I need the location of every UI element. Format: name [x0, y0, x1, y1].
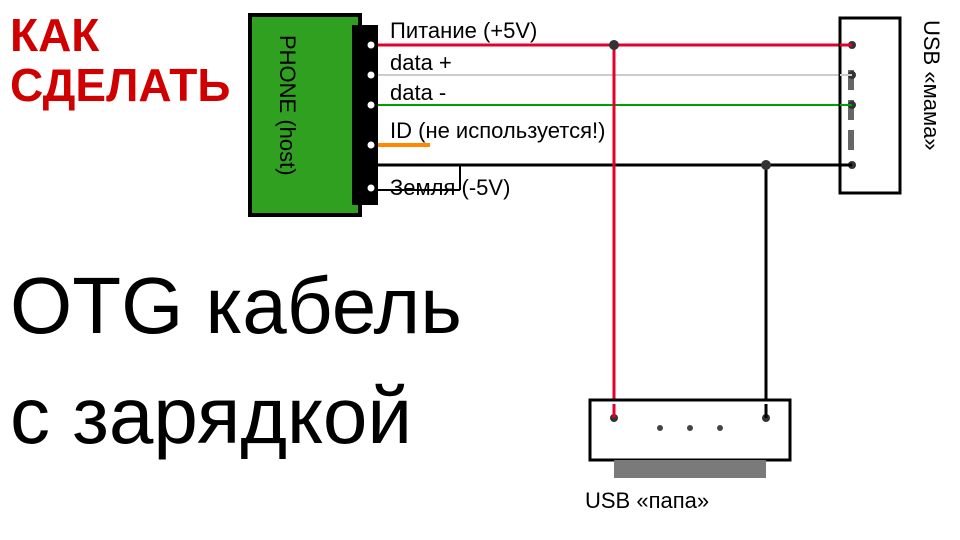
usb-papa-label: USB «папа»	[585, 488, 709, 514]
title-top-1: КАК	[10, 8, 99, 62]
title-main-2: с зарядкой	[10, 370, 412, 462]
wire-label-ground: Земля (-5V)	[390, 175, 510, 201]
wire-label-id: ID (не используется!)	[390, 118, 605, 144]
wire-label-data_minus: data -	[390, 80, 446, 106]
phone-block	[250, 15, 360, 215]
usb-mama-label: USB «мама»	[918, 20, 944, 151]
phone-block-label: PHONE (host)	[275, 35, 300, 176]
wire-label-power: Питание (+5V)	[390, 18, 537, 44]
wire-label-data_plus: data +	[390, 50, 452, 76]
title-main-1: OTG кабель	[10, 260, 462, 352]
title-top-2: СДЕЛАТЬ	[10, 58, 230, 112]
phone-connector	[352, 25, 378, 205]
